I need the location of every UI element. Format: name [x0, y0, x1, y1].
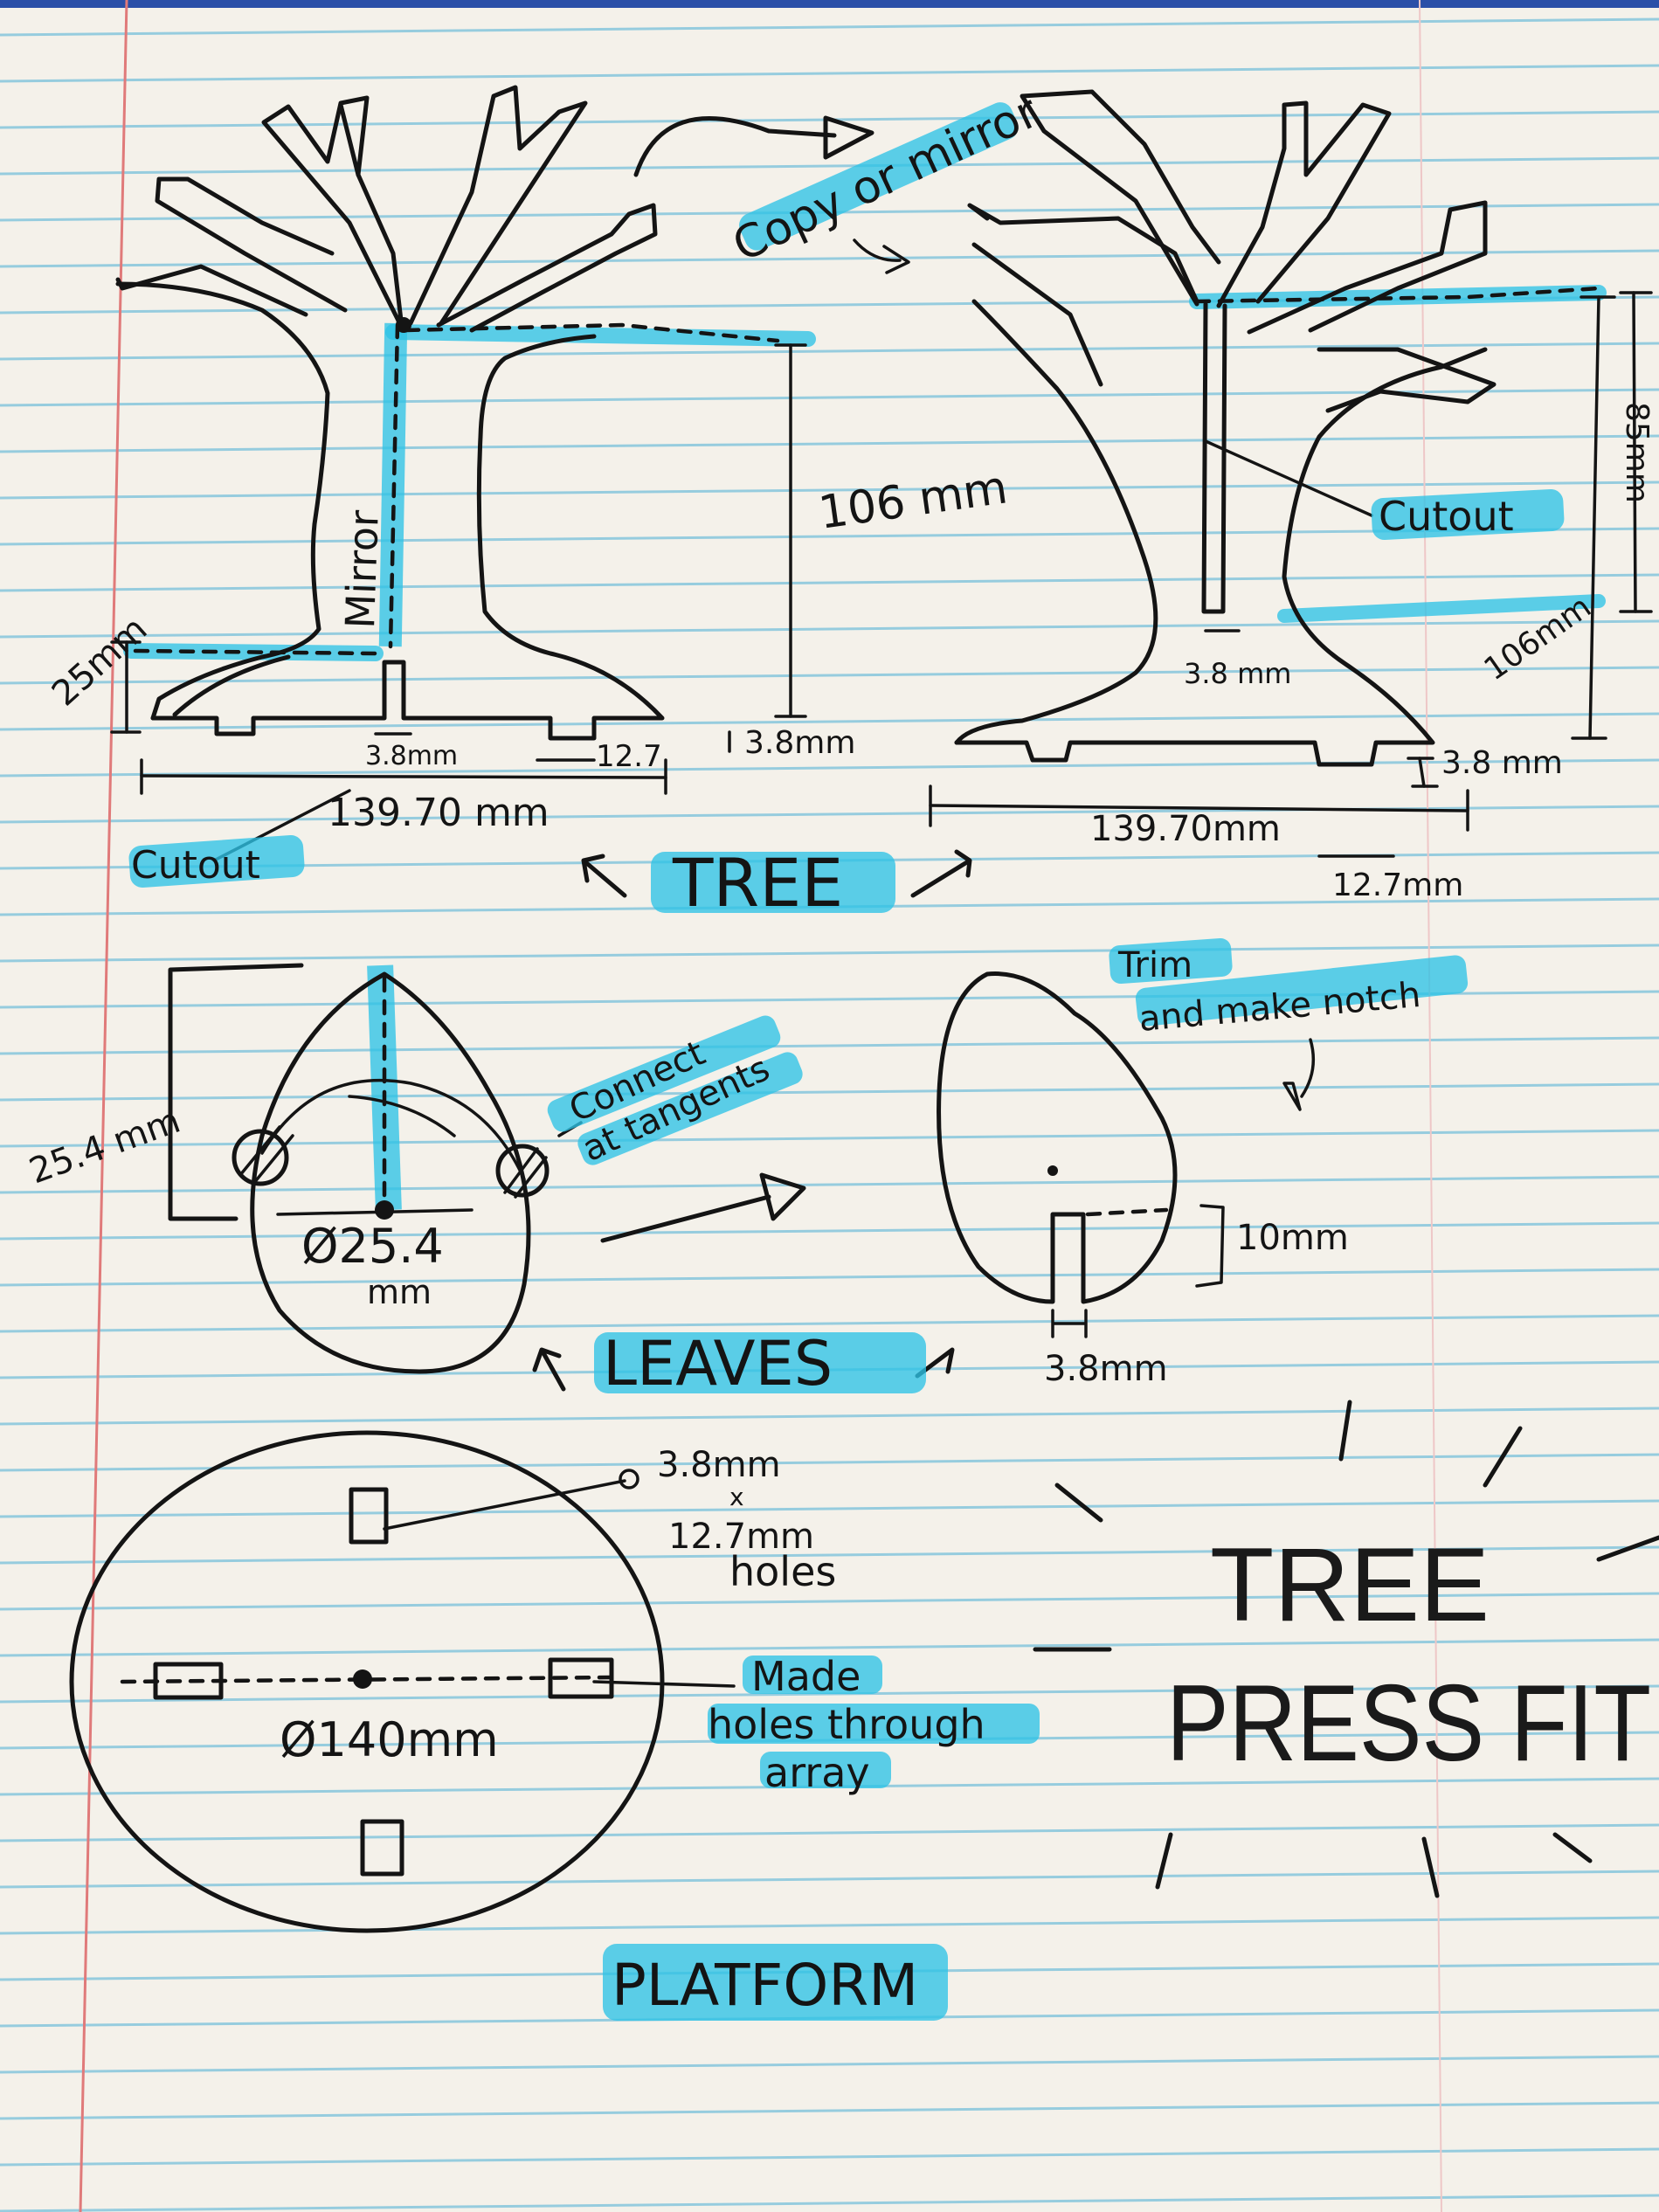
dim-12-7-left-label: 12.7	[596, 739, 662, 774]
rule-line	[0, 2194, 1659, 2212]
rule-line	[0, 1129, 1659, 1148]
rule-line	[0, 17, 1659, 37]
holes-label-line2: x	[729, 1483, 744, 1511]
rule-line	[0, 944, 1659, 963]
dim-3-8mm-leaf-label: 3.8mm	[1044, 1349, 1168, 1389]
rule-line	[0, 1823, 1659, 1842]
platform-section-label: PLATFORM	[612, 1952, 918, 2019]
dim-139-right-label: 139.70mm	[1090, 809, 1281, 849]
rule-line	[0, 434, 1659, 453]
rule-line	[0, 573, 1659, 592]
dim-139-left-label: 139.70 mm	[328, 791, 550, 835]
rule-line	[0, 1870, 1659, 1889]
rule-line	[0, 249, 1659, 268]
rule-line	[0, 1268, 1659, 1287]
rule-line	[0, 480, 1659, 500]
right-margin-line	[1419, 0, 1442, 2212]
rule-line	[0, 1638, 1659, 1657]
rule-line	[0, 156, 1659, 176]
dia-25-4-label: Ø25.4	[301, 1219, 444, 1274]
title-sunburst	[1033, 1400, 1659, 1898]
margin-line	[79, 0, 128, 2212]
dim-3-8mm-base-left-label: 3.8mm	[744, 725, 855, 761]
right-tree-drawing	[929, 89, 1653, 858]
rule-line	[0, 1545, 1659, 1565]
dim-3-8mm-left-label: 3.8mm	[365, 741, 458, 771]
rule-line	[0, 1175, 1659, 1194]
cutout-left-label: Cutout	[131, 843, 260, 888]
tree-section-label: TREE	[672, 844, 843, 922]
rule-line	[0, 1499, 1659, 1518]
dia-25-4-unit-label: mm	[367, 1273, 432, 1311]
mirror-label: Mirror	[336, 509, 388, 629]
title-line1: TREE	[1210, 1526, 1490, 1643]
rule-line	[0, 1314, 1659, 1333]
platform-drawing	[69, 1430, 1040, 1933]
title-line2: PRESS FIT	[1166, 1663, 1651, 1784]
made-label-line1: Made	[751, 1653, 861, 1700]
rule-line	[0, 2055, 1659, 2074]
holes-label-line4: holes	[729, 1548, 836, 1595]
cutout-right-label: Cutout	[1379, 493, 1514, 540]
rule-line	[0, 2101, 1659, 2120]
rule-line	[0, 1407, 1659, 1426]
dim-85mm-label: 85mm	[1619, 402, 1655, 503]
left-tree-drawing	[110, 85, 816, 888]
trim-label-line1: Trim	[1117, 945, 1192, 985]
holes-label-line3: 12.7mm	[668, 1517, 814, 1557]
rule-line	[0, 666, 1659, 685]
ruled-lines	[0, 17, 1659, 2212]
dim-3-8mm-base-right-label: 3.8 mm	[1441, 745, 1563, 781]
rule-line	[0, 1036, 1659, 1055]
rule-line	[0, 758, 1659, 778]
rule-line	[0, 619, 1659, 639]
rule-line	[0, 712, 1659, 731]
dim-3-8mm-right-label: 3.8 mm	[1184, 657, 1291, 690]
rule-line	[0, 1453, 1659, 1472]
rule-line	[0, 1592, 1659, 1611]
rule-line	[0, 1916, 1659, 1935]
rule-line	[0, 2147, 1659, 2167]
made-label-line3: array	[764, 1749, 870, 1796]
leaves-section-label: LEAVES	[603, 1328, 833, 1400]
leaves-drawing	[168, 937, 1469, 1374]
rule-line	[0, 342, 1659, 361]
desk-edge	[0, 0, 1659, 8]
holes-label-line1: 3.8mm	[657, 1445, 781, 1485]
dim-12-7-right-label: 12.7mm	[1332, 868, 1463, 903]
made-label-line2: holes through	[708, 1701, 985, 1748]
dim-10mm-label: 10mm	[1236, 1218, 1349, 1258]
rule-line	[0, 1221, 1659, 1241]
dia-140-label: Ø140mm	[280, 1712, 499, 1767]
copy-arrow	[633, 116, 837, 177]
rule-line	[0, 64, 1659, 83]
